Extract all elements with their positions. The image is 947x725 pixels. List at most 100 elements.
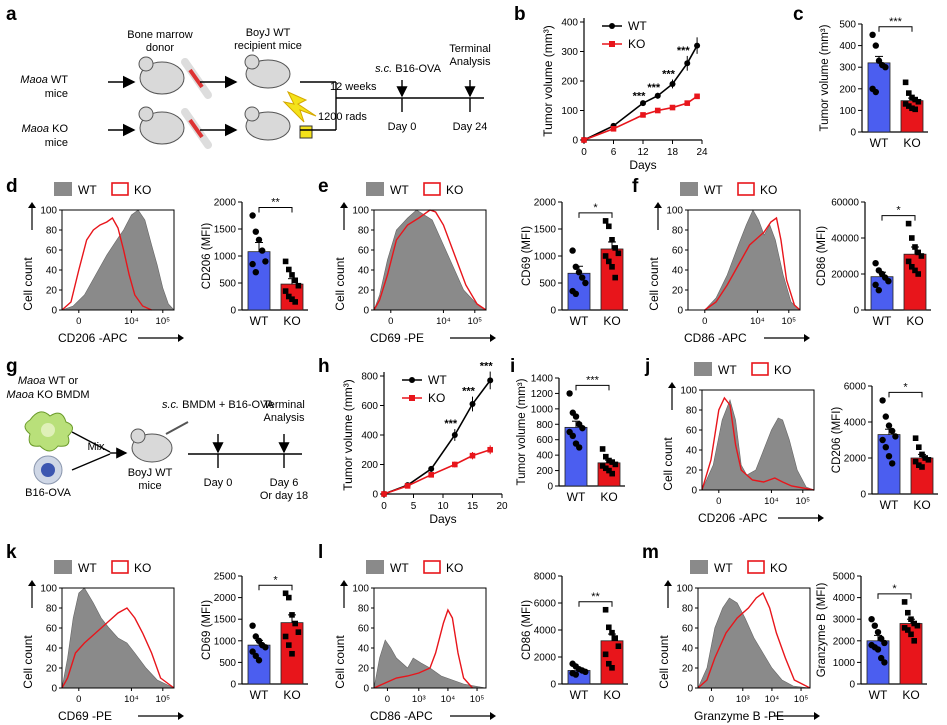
y-tick-label: 400 (561, 18, 578, 29)
series-line-ko (383, 448, 491, 495)
data-point (249, 212, 256, 219)
data-point (572, 671, 579, 678)
x-axis-label: CD206 -APC (58, 331, 128, 345)
arrow-head-icon (340, 202, 348, 208)
legend-swatch-ko (423, 182, 441, 196)
data-point (909, 235, 915, 241)
data-point (640, 112, 646, 118)
x-tick-label: 10⁴ (124, 694, 139, 705)
y-tick-label: 2500 (214, 572, 237, 583)
mouse-icon (138, 56, 185, 145)
x-axis-label: CD206 -APC (698, 511, 768, 525)
category-label: WT (869, 688, 888, 702)
y-axis-label: CD69 (MFI) (201, 600, 213, 660)
y-tick-label: 80 (672, 226, 684, 237)
y-axis-label: Tumor volume (mm³) (341, 379, 355, 491)
chart-b: 0 6 12 18 24 0 100 200 300 400 Days Tumor volume (m… (541, 18, 708, 173)
x-tick-label: 10⁵ (782, 316, 797, 327)
legend-swatch-wt (54, 182, 72, 196)
data-point (606, 624, 612, 631)
y-tick-label: 2000 (534, 653, 557, 664)
category-label: WT (870, 136, 889, 150)
histogram-ko (61, 607, 175, 689)
data-point (885, 278, 892, 285)
y-tick-label: 40000 (831, 234, 859, 245)
data-point (915, 98, 922, 105)
data-point (404, 483, 411, 489)
legend-label-wt: WT (628, 19, 647, 33)
chart-m: 0 1000 2000 3000 4000 5000 Granzyme B (MFI) WT K… (816, 572, 927, 702)
data-point (684, 60, 691, 67)
data-point (909, 105, 915, 112)
y-tick-label: 40 (686, 446, 698, 457)
rads-label: 1200 rads (318, 111, 367, 123)
data-point (606, 258, 612, 265)
significance-stars: *** (662, 69, 676, 81)
data-point (569, 247, 576, 254)
data-point (919, 451, 925, 458)
bar-wt (867, 62, 891, 133)
data-point (609, 629, 615, 636)
significance-stars: *** (677, 45, 691, 57)
x-axis-label: CD69 -PE (370, 331, 424, 345)
chart-c: 0 100 200 300 400 500 Tumor volume (mm³) WT KO **… (819, 16, 928, 150)
bmdm-line1: Maoa WT or (18, 375, 79, 387)
x-tick-label: 10⁴ (124, 316, 139, 327)
data-point (606, 660, 612, 667)
panel-label-k: k (6, 542, 17, 563)
y-axis-label: Tumor volume (mm³) (541, 25, 555, 137)
y-tick-label: 400 (839, 41, 856, 52)
y-tick-label: 6000 (844, 382, 867, 393)
data-point (292, 620, 298, 627)
y-tick-label: 0 (850, 128, 856, 139)
data-point (871, 622, 878, 629)
legend-swatch-wt (366, 560, 384, 574)
mouse-icon (130, 421, 189, 463)
y-tick-label: 20 (358, 664, 370, 675)
data-point (872, 281, 879, 288)
panel-label-f: f (632, 176, 639, 197)
ko-mice-label: Maoa KO (22, 123, 69, 135)
y-axis-label: Tumor volume (mm³) (819, 24, 831, 131)
legend-swatch-ko (423, 560, 441, 574)
y-tick-label: 1000 (214, 252, 237, 263)
data-point (295, 282, 302, 289)
x-axis-label: CD86 -APC (684, 331, 747, 345)
y-tick-label: 0 (363, 306, 369, 317)
data-point (914, 622, 921, 629)
y-tick-label: 40 (682, 644, 694, 655)
legend-marker-wt (409, 377, 415, 383)
plot-frame (61, 209, 175, 311)
data-point (912, 244, 918, 250)
x-tick-label: 10⁵ (470, 694, 485, 705)
data-point (901, 599, 908, 605)
bmdm-line2: Maoa KO BMDM (6, 389, 89, 401)
legend-marker-ko (409, 395, 415, 401)
day24-label: Day 24 (453, 121, 488, 133)
y-tick-label: 400 (536, 451, 553, 462)
wt-mice-label: Maoa WT (20, 74, 68, 86)
data-point (252, 228, 259, 235)
data-point (469, 401, 476, 408)
data-point (289, 612, 295, 618)
x-tick-label: 0 (388, 316, 393, 327)
x-tick-label: 10⁴ (750, 316, 765, 327)
y-axis-label: CD86 (MFI) (521, 600, 533, 660)
x-tick-label: 0 (581, 147, 587, 158)
data-point (575, 269, 583, 276)
y-tick-label: 20 (358, 286, 370, 297)
y-axis-label: Cell count (333, 635, 347, 689)
chart-d: 0 500 1000 1500 2000 CD206 (MFI) WT KO ** (201, 197, 308, 328)
histogram-ko (697, 591, 811, 689)
data-point (875, 287, 882, 294)
y-tick-label: 20 (686, 466, 698, 477)
arrow-head-icon (804, 334, 810, 342)
y-tick-label: 0 (853, 306, 859, 317)
y-tick-label: 100 (352, 206, 369, 217)
data-point (908, 616, 914, 622)
data-point (654, 107, 661, 114)
data-point (902, 79, 909, 86)
legend-label-ko: KO (760, 183, 777, 197)
x-tick-label: 18 (667, 147, 679, 158)
data-point (609, 237, 615, 243)
